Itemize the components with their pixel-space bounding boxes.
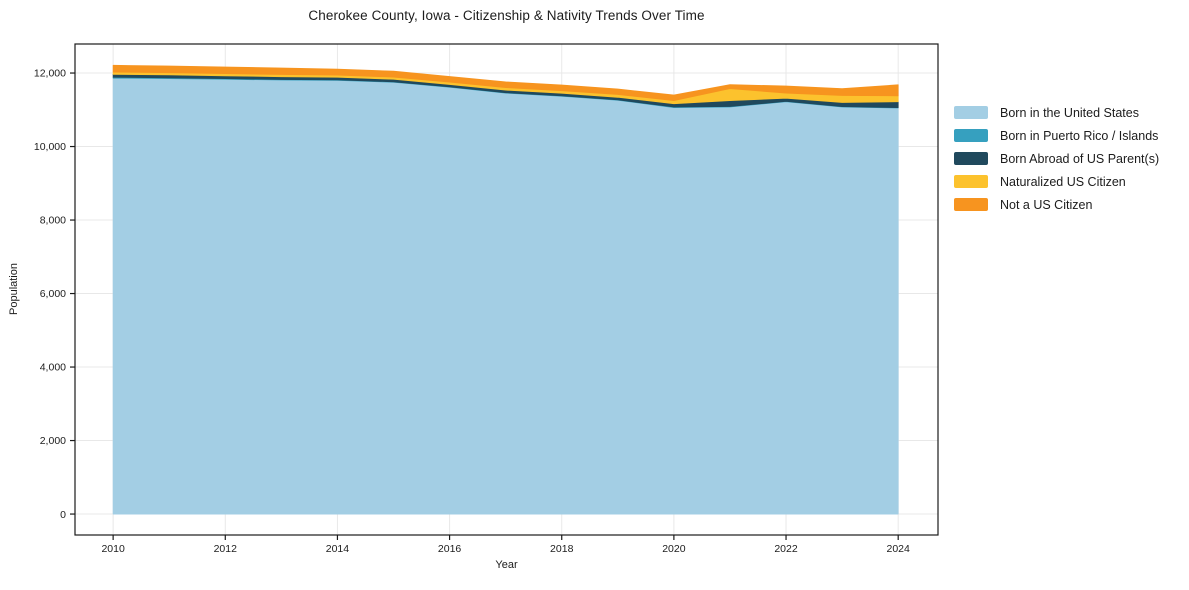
x-tick-label: 2016 xyxy=(438,543,462,555)
y-tick-label: 4,000 xyxy=(40,362,66,374)
area-series-0 xyxy=(112,77,899,515)
legend: Born in the United States Born in Puerto … xyxy=(954,101,1159,216)
x-tick-label: 2014 xyxy=(326,543,350,555)
legend-swatch-icon xyxy=(954,129,988,142)
x-tick-label: 2012 xyxy=(214,543,238,555)
legend-label: Born Abroad of US Parent(s) xyxy=(1000,151,1160,166)
area-series-4 xyxy=(112,64,899,101)
legend-item: Not a US Citizen xyxy=(954,193,1159,216)
y-tick-label: 2,000 xyxy=(40,435,66,447)
legend-swatch-icon xyxy=(954,106,988,119)
legend-label: Born in Puerto Rico / Islands xyxy=(1000,128,1159,143)
legend-item: Born Abroad of US Parent(s) xyxy=(954,147,1159,170)
y-tick-label: 10,000 xyxy=(34,141,66,153)
legend-swatch-icon xyxy=(954,175,988,188)
plot-border xyxy=(74,43,939,536)
x-tick-label: 2010 xyxy=(101,543,125,555)
y-tick-label: 0 xyxy=(60,509,66,521)
x-tick-label: 2018 xyxy=(550,543,574,555)
legend-swatch-icon xyxy=(954,152,988,165)
y-tick-label: 8,000 xyxy=(40,215,66,227)
x-tick-label: 2024 xyxy=(887,543,911,555)
legend-label: Born in the United States xyxy=(1000,105,1139,120)
legend-swatch-icon xyxy=(954,198,988,211)
y-axis-label: Population xyxy=(8,263,20,315)
y-tick-label: 6,000 xyxy=(40,288,66,300)
x-axis-label: Year xyxy=(495,559,518,571)
legend-item: Born in the United States xyxy=(954,101,1159,124)
x-tick-label: 2022 xyxy=(774,543,798,555)
legend-label: Naturalized US Citizen xyxy=(1000,174,1126,189)
legend-label: Not a US Citizen xyxy=(1000,197,1093,212)
legend-item: Born in Puerto Rico / Islands xyxy=(954,124,1159,147)
x-tick-label: 2020 xyxy=(662,543,686,555)
legend-item: Naturalized US Citizen xyxy=(954,170,1159,193)
chart-title: Cherokee County, Iowa - Citizenship & Na… xyxy=(308,8,705,23)
y-tick-label: 12,000 xyxy=(34,68,66,80)
